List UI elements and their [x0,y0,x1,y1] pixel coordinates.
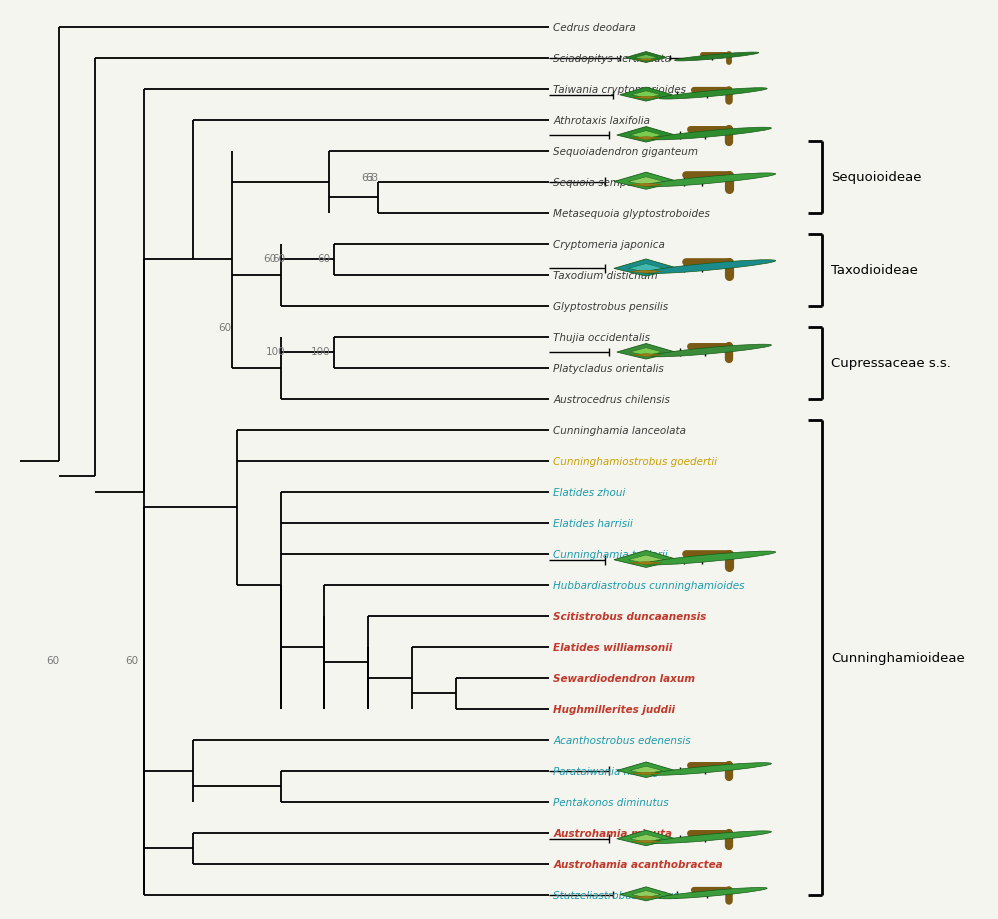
Text: Cupressaceae s.s.: Cupressaceae s.s. [831,357,951,370]
Text: Austrohamia acanthobractea: Austrohamia acanthobractea [554,858,724,868]
Text: Scitistrobus duncaanensis: Scitistrobus duncaanensis [554,611,707,621]
Text: Metasequoia glyptostroboides: Metasequoia glyptostroboides [554,209,711,219]
Polygon shape [632,772,661,775]
Polygon shape [633,97,660,99]
Polygon shape [632,840,661,843]
Ellipse shape [659,88,767,100]
Polygon shape [617,830,676,845]
Text: 63: 63 [361,173,374,183]
Ellipse shape [652,128,771,141]
Text: Taxodium distichum: Taxodium distichum [554,270,658,280]
Polygon shape [633,896,660,899]
Ellipse shape [675,53,758,62]
Text: 60: 60 [125,656,139,665]
Text: Cunninghamioideae: Cunninghamioideae [831,652,965,664]
Text: 60: 60 [46,656,59,665]
Text: 63: 63 [365,173,378,183]
Text: Hughmillerites juddii: Hughmillerites juddii [554,704,676,714]
Text: Cunninghamiostrobus goedertii: Cunninghamiostrobus goedertii [554,456,718,466]
Text: Sewardiodendron laxum: Sewardiodendron laxum [554,673,696,683]
Polygon shape [632,354,661,357]
Text: Acanthostrobus edenensis: Acanthostrobus edenensis [554,734,692,744]
Polygon shape [636,60,657,62]
Text: 60: 60 [317,254,330,263]
Polygon shape [614,260,679,277]
Ellipse shape [652,763,771,776]
Text: Sequoia sempervirens: Sequoia sempervirens [554,177,670,187]
Polygon shape [630,131,662,140]
Polygon shape [614,173,679,190]
Text: Thujia occidentalis: Thujia occidentalis [554,332,651,342]
Ellipse shape [644,551,775,565]
Polygon shape [629,265,664,273]
Polygon shape [617,344,676,359]
Polygon shape [630,834,662,842]
Text: Cryptomeria japonica: Cryptomeria japonica [554,239,666,249]
Polygon shape [630,766,662,774]
Text: Elatides zhoui: Elatides zhoui [554,487,626,497]
Text: Parataiwania nihongii: Parataiwania nihongii [554,766,666,776]
Text: Cunninghamia taylorii: Cunninghamia taylorii [554,549,669,559]
Text: Hubbardiastrobus cunninghamioides: Hubbardiastrobus cunninghamioides [554,580,745,590]
Text: Sequoioideae: Sequoioideae [831,171,922,184]
Polygon shape [630,271,662,274]
Text: Sequoiadendron giganteum: Sequoiadendron giganteum [554,146,699,156]
Text: Taxodioideae: Taxodioideae [831,264,918,278]
Ellipse shape [659,888,767,899]
Polygon shape [620,887,673,901]
Text: Athrotaxis laxifolia: Athrotaxis laxifolia [554,116,651,125]
Text: 60: 60 [219,323,232,333]
Text: Austrohamia minuta: Austrohamia minuta [554,828,673,837]
Polygon shape [632,92,661,98]
Text: Sciadopitys verticillata: Sciadopitys verticillata [554,53,672,63]
Text: Cedrus deodara: Cedrus deodara [554,23,637,32]
Polygon shape [632,891,661,898]
Text: Cunninghamia lanceolata: Cunninghamia lanceolata [554,425,687,435]
Text: Stutzeliastrobus foliatus: Stutzeliastrobus foliatus [554,890,680,900]
Text: 60: 60 [263,254,276,263]
Polygon shape [626,52,667,63]
Polygon shape [614,550,679,568]
Text: Elatides williamsonii: Elatides williamsonii [554,641,673,652]
Polygon shape [630,348,662,356]
Polygon shape [617,762,676,777]
Polygon shape [630,184,662,187]
Ellipse shape [644,260,775,274]
Text: Austrocedrus chilensis: Austrocedrus chilensis [554,394,671,404]
Polygon shape [617,128,676,142]
Polygon shape [635,55,658,61]
Text: Elatides harrisii: Elatides harrisii [554,518,634,528]
Polygon shape [630,562,662,565]
Ellipse shape [652,831,771,844]
Text: Glyptostrobus pensilis: Glyptostrobus pensilis [554,301,669,312]
Polygon shape [629,177,664,187]
Text: Pentakonos diminutus: Pentakonos diminutus [554,797,669,807]
Ellipse shape [644,174,775,187]
Text: 100: 100 [310,346,330,357]
Text: Taiwania cryptomerioides: Taiwania cryptomerioides [554,85,687,95]
Polygon shape [632,138,661,141]
Text: 60: 60 [272,254,285,263]
Text: Platycladus orientalis: Platycladus orientalis [554,363,665,373]
Polygon shape [629,555,664,564]
Polygon shape [620,88,673,102]
Text: 100: 100 [265,346,285,357]
Ellipse shape [652,345,771,357]
